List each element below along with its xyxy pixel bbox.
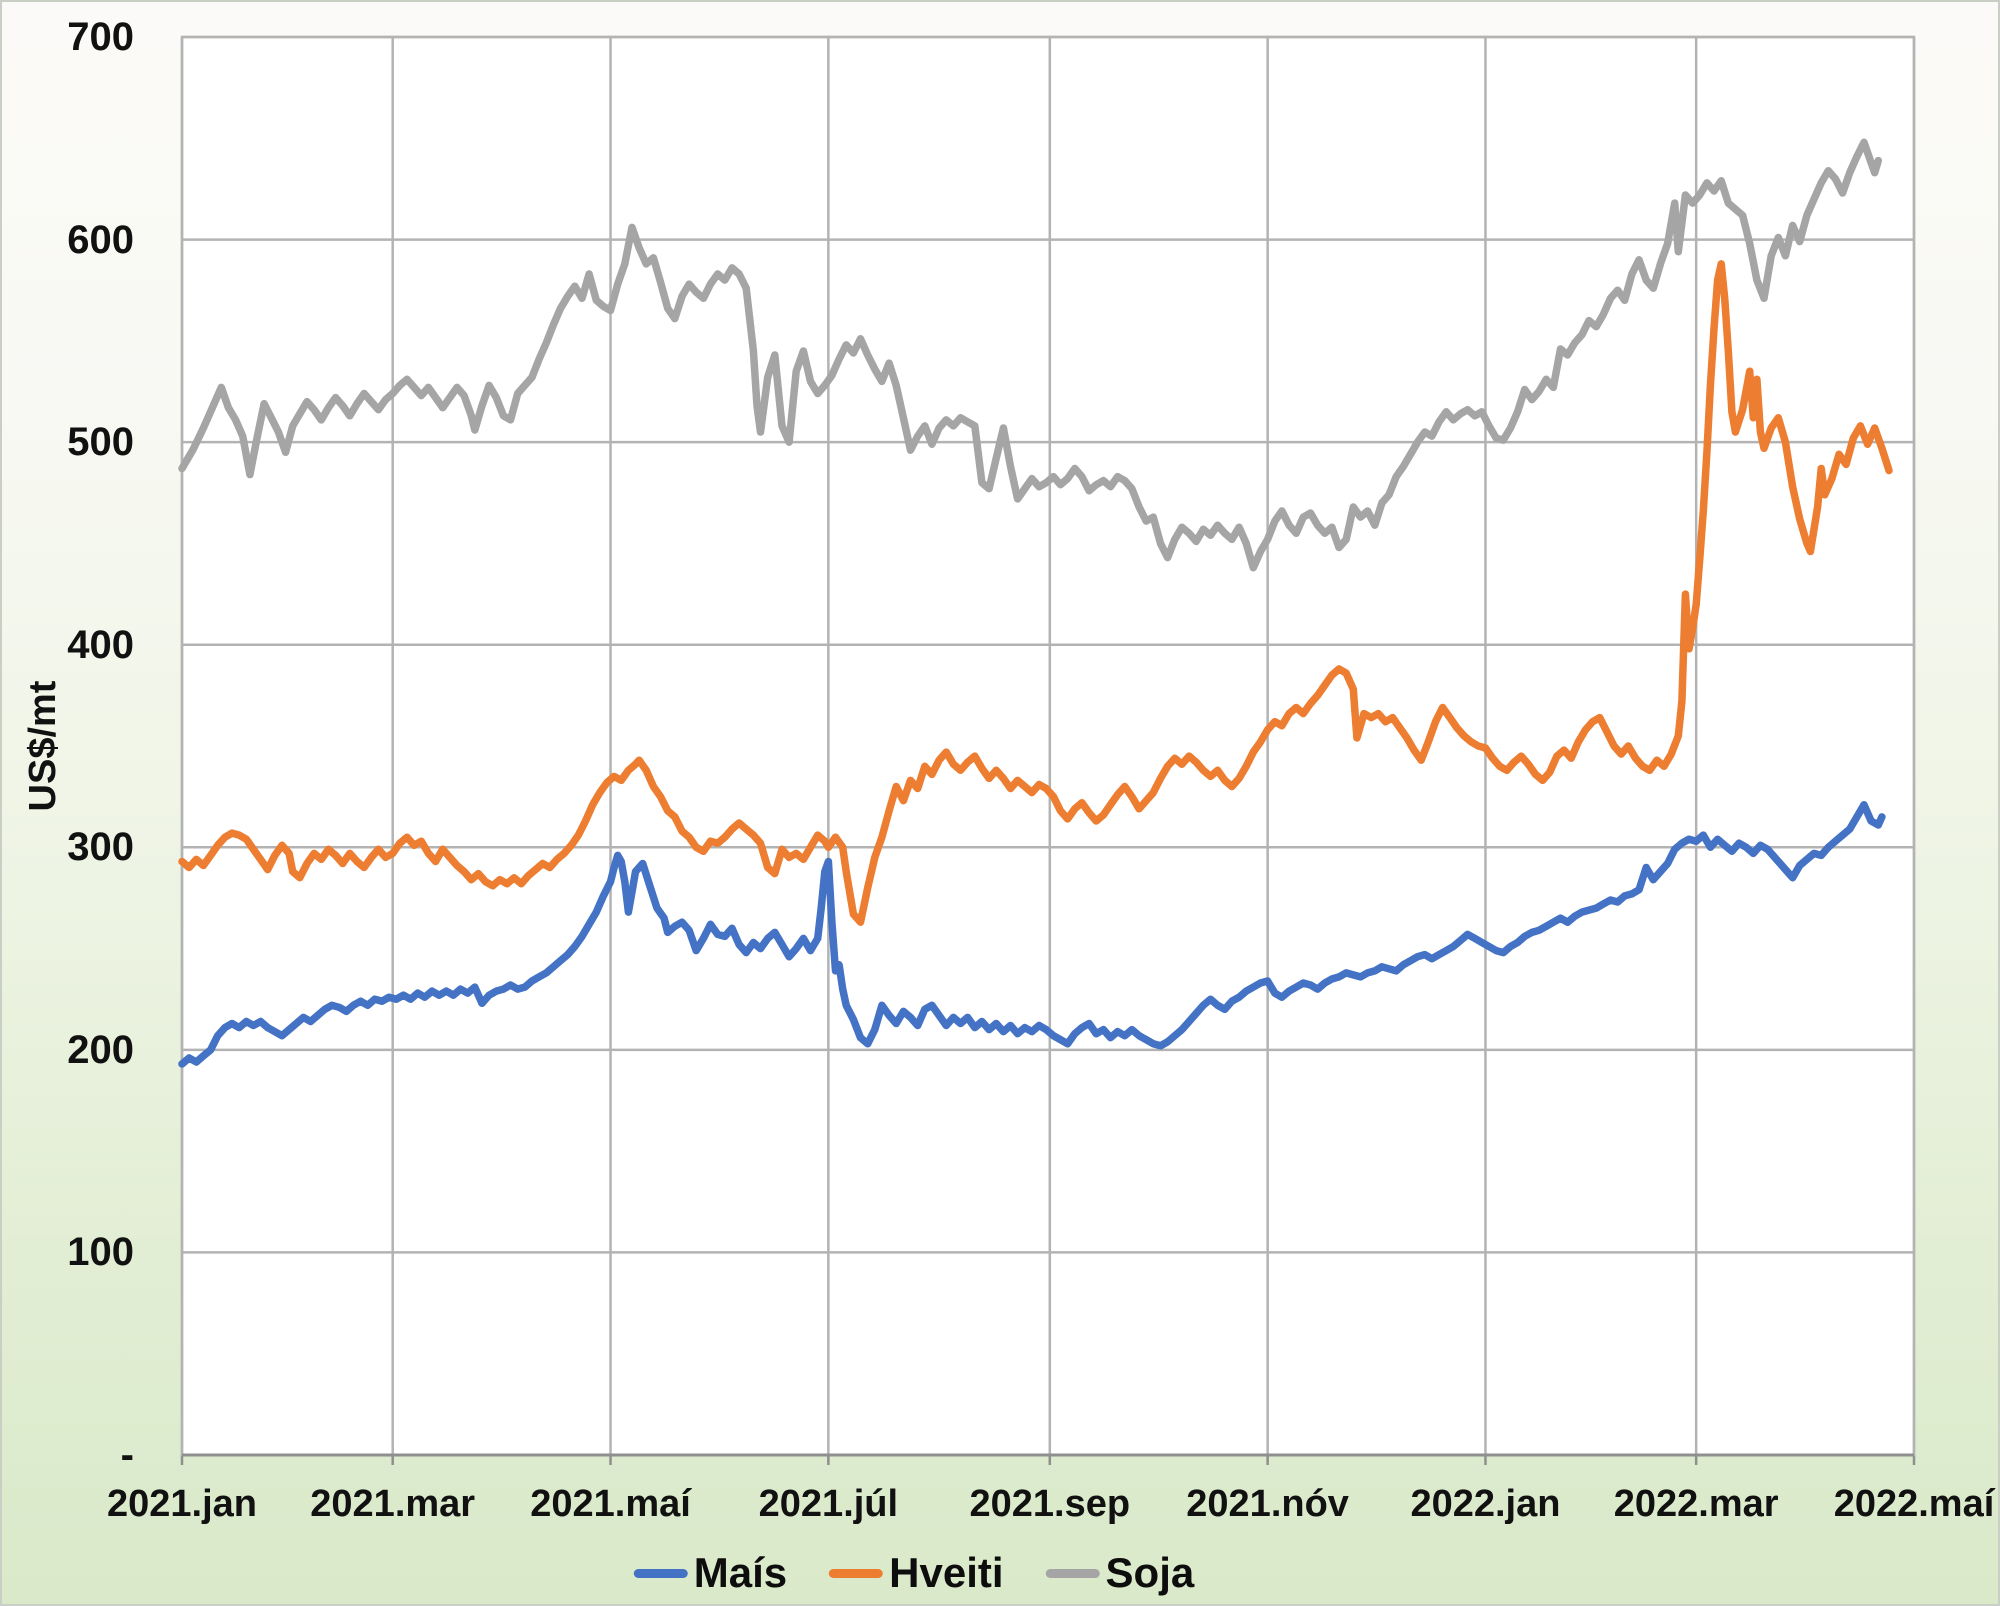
legend-label-mais: Maís: [693, 1549, 788, 1596]
y-tick-label: 600: [67, 217, 134, 262]
y-tick-label: 500: [67, 420, 134, 465]
legend-marker-hveiti-icon: [829, 1568, 884, 1578]
series-line-mas: [178, 800, 1886, 1068]
legend-label-hveiti: Hveiti: [889, 1549, 1004, 1596]
x-tick-label: 2022.mar: [1613, 1483, 1779, 1525]
legend: Maís Hveiti Soja: [633, 1547, 1222, 1599]
legend-label-soja: Soja: [1105, 1549, 1195, 1596]
x-tick-label: 2021.maí: [530, 1483, 691, 1525]
series-line-soja: [178, 138, 1883, 572]
x-tick-label: 2021.jan: [107, 1483, 257, 1525]
x-tick-label: 2022.jan: [1410, 1483, 1561, 1525]
y-tick-label: -: [120, 1433, 134, 1477]
legend-item-hveiti: Hveiti: [829, 1547, 1004, 1599]
y-tick-label: 300: [67, 825, 134, 870]
series-line-hveiti: [178, 260, 1893, 926]
legend-marker-mais-icon: [633, 1568, 688, 1578]
x-tick-label: 2021.júl: [758, 1483, 899, 1525]
x-tick-label: 2021.nóv: [1186, 1483, 1349, 1525]
legend-marker-soja-icon: [1045, 1568, 1100, 1578]
x-tick-label: 2021.sep: [969, 1483, 1131, 1525]
x-tick-label: 2021.mar: [310, 1483, 476, 1525]
y-tick-label: 100: [67, 1230, 134, 1275]
y-axis-title: US$/mt: [22, 680, 64, 812]
x-tick-label: 2022.maí: [1833, 1483, 1995, 1525]
legend-item-mais: Maís: [633, 1547, 788, 1599]
y-tick-label: 200: [67, 1027, 134, 1072]
y-tick-label: 400: [67, 622, 134, 667]
y-tick-label: 700: [67, 15, 134, 59]
legend-item-soja: Soja: [1045, 1547, 1195, 1599]
